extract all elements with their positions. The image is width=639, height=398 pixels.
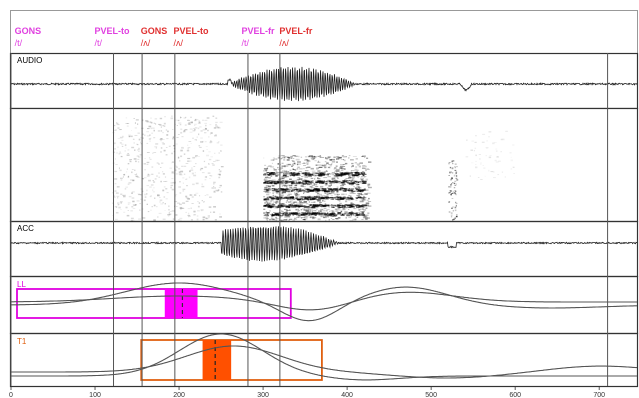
acc-waveform xyxy=(10,226,638,262)
event-label[interactable]: PVEL-to/ʌ/ xyxy=(173,26,209,48)
x-tick-label: 0 xyxy=(9,392,13,398)
spectrogram-panel[interactable] xyxy=(9,107,639,223)
event-label-phone: /t/ xyxy=(15,38,23,48)
x-tick-label: 700 xyxy=(593,392,605,398)
ll-interval-box[interactable] xyxy=(16,288,292,319)
event-label[interactable]: PVEL-fr/ʌ/ xyxy=(279,26,313,48)
spectrogram-image xyxy=(111,115,515,222)
time-axis: 0 100 200 300 400 500 600 700 xyxy=(9,386,605,398)
event-label-name: PVEL-to xyxy=(95,26,131,36)
x-tick-label: 400 xyxy=(341,392,353,398)
event-label[interactable]: PVEL-to/t/ xyxy=(95,26,131,48)
audio-panel-title: AUDIO xyxy=(17,56,42,65)
ll-trajectory-2 xyxy=(11,291,637,311)
event-labels: GONS/t/PVEL-to/t/GONS/ʌ/PVEL-to/ʌ/PVEL-f… xyxy=(15,26,313,48)
acc-panel-title: ACC xyxy=(17,224,34,233)
ll-gesture-fill[interactable] xyxy=(164,289,198,318)
cursor-lines[interactable] xyxy=(10,53,609,386)
x-tick-label: 100 xyxy=(89,392,101,398)
t1-interval-box[interactable] xyxy=(140,339,323,381)
x-tick-label: 300 xyxy=(257,392,269,398)
ll-trajectory-1 xyxy=(11,282,637,322)
event-label-name: PVEL-to xyxy=(173,26,209,36)
event-label-name: GONS xyxy=(141,26,168,36)
event-label[interactable]: GONS/t/ xyxy=(15,26,42,48)
t1-trajectory-2 xyxy=(11,345,637,379)
audio-waveform xyxy=(10,66,638,102)
event-label-name: GONS xyxy=(15,26,42,36)
x-tick-label: 500 xyxy=(425,392,437,398)
event-label-phone: /t/ xyxy=(95,38,103,48)
t1-panel-title: T1 xyxy=(17,337,27,346)
event-label[interactable]: GONS/ʌ/ xyxy=(141,26,168,48)
x-tick-label: 600 xyxy=(509,392,521,398)
event-label-phone: /t/ xyxy=(242,38,250,48)
event-label-name: PVEL-fr xyxy=(279,26,313,36)
event-label-phone: /ʌ/ xyxy=(173,38,183,48)
x-tick-label: 200 xyxy=(173,392,185,398)
t1-trajectory-1 xyxy=(11,333,637,381)
event-label[interactable]: PVEL-fr/t/ xyxy=(242,26,276,48)
event-label-phone: /ʌ/ xyxy=(141,38,151,48)
ll-panel-title: LL xyxy=(17,280,26,289)
event-label-phone: /ʌ/ xyxy=(279,38,289,48)
event-label-name: PVEL-fr xyxy=(242,26,276,36)
